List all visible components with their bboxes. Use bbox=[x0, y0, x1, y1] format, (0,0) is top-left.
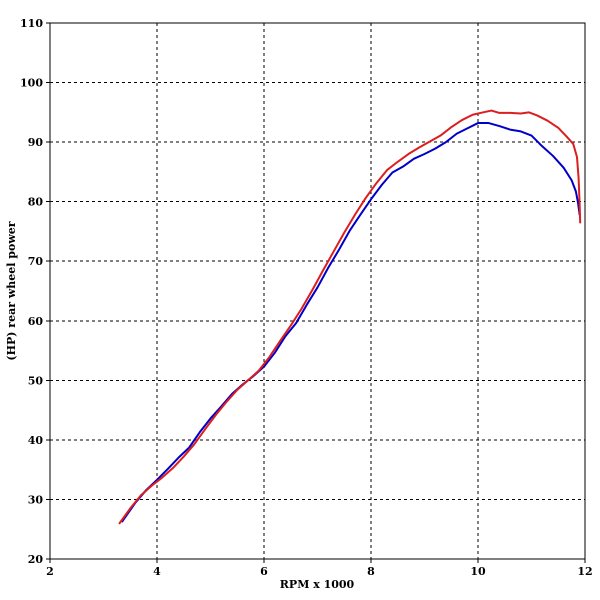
y-tick-label: 70 bbox=[28, 255, 44, 268]
x-tick-label: 4 bbox=[153, 565, 161, 578]
series-line-2 bbox=[118, 109, 582, 525]
axis-ticks: 2 4 6 8 10 12 20 30 40 50 60 70 80 90 100 110 bbox=[20, 17, 593, 578]
y-tick-label: 100 bbox=[20, 77, 43, 90]
series-line-1 bbox=[121, 122, 581, 523]
y-axis-label: (HP) rear wheel power bbox=[5, 221, 18, 360]
y-tick-label: 30 bbox=[28, 493, 44, 506]
x-tick-label: 6 bbox=[260, 565, 268, 578]
y-tick-label: 40 bbox=[28, 434, 44, 447]
plot-area bbox=[49, 22, 586, 560]
x-tick-label: 10 bbox=[470, 565, 486, 578]
y-tick-label: 50 bbox=[28, 374, 44, 387]
x-axis-label: RPM x 1000 bbox=[280, 578, 355, 591]
data-series bbox=[118, 109, 582, 525]
x-tick-label: 12 bbox=[577, 565, 592, 578]
x-tick-label: 2 bbox=[46, 565, 54, 578]
y-tick-label: 110 bbox=[20, 17, 43, 30]
y-tick-label: 90 bbox=[28, 136, 44, 149]
x-tick-label: 8 bbox=[367, 565, 375, 578]
grid-lines bbox=[50, 23, 585, 559]
y-tick-label: 20 bbox=[28, 553, 44, 566]
y-tick-label: 80 bbox=[28, 196, 44, 209]
y-tick-label: 60 bbox=[28, 315, 44, 328]
